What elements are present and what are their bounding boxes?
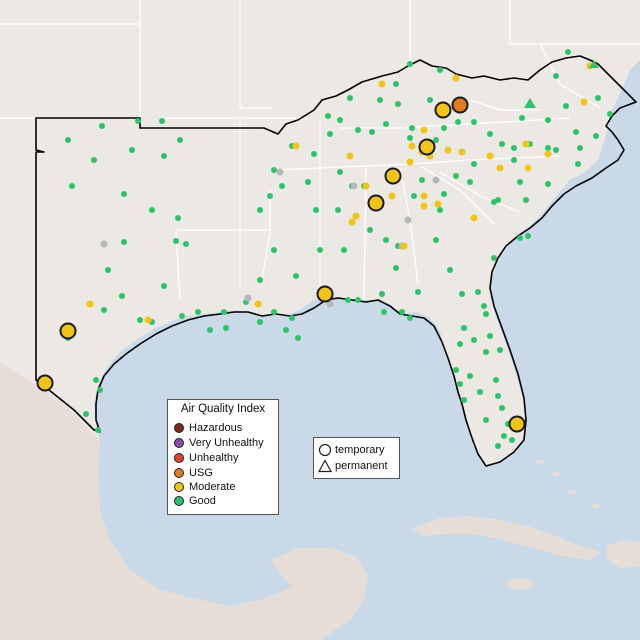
legend-item-temporary: temporary [318,442,385,457]
bahamas [535,460,600,508]
legend-label: USG [189,467,213,479]
legend-item-hazardous: Hazardous [174,421,242,435]
triangle-icon [318,458,332,472]
very-unhealthy-swatch-icon [174,438,184,448]
permanent-monitors [524,60,599,108]
aqi-legend: Air Quality Index Hazardous Very Unhealt… [167,399,279,515]
mexico-landmass [0,362,368,640]
yucatan [270,548,366,590]
legend-label: Very Unhealthy [189,437,264,449]
legend-label: Moderate [189,481,236,493]
unhealthy-swatch-icon [174,453,184,463]
moderate-small-monitors [86,62,594,324]
legend-label: Hazardous [189,422,243,434]
hispaniola [606,540,640,568]
cuba [412,516,600,560]
hazardous-swatch-icon [174,423,184,433]
legend-item-good: Good [174,494,216,508]
legend-label: Unhealthy [189,452,239,464]
usg-monitor [451,96,469,114]
legend-item-permanent: permanent [318,458,388,473]
temporary-label: temporary [335,443,385,456]
region-outline [35,55,637,467]
jamaica [506,579,534,589]
moderate-large-monitors [36,101,526,433]
aqi-legend-title: Air Quality Index [180,403,266,415]
good-swatch-icon [174,496,184,506]
legend-item-usg: USG [174,466,213,480]
legend-item-moderate: Moderate [174,480,235,494]
good-monitors [65,49,613,449]
moderate-swatch-icon [174,482,184,492]
monitor-type-legend: temporary permanent [313,437,400,479]
legend-item-very-unhealthy: Very Unhealthy [174,436,264,450]
legend-item-unhealthy: Unhealthy [174,451,239,465]
usg-swatch-icon [174,468,184,478]
permanent-label: permanent [335,459,388,472]
legend-label: Good [189,495,216,507]
circle-icon [318,443,332,456]
